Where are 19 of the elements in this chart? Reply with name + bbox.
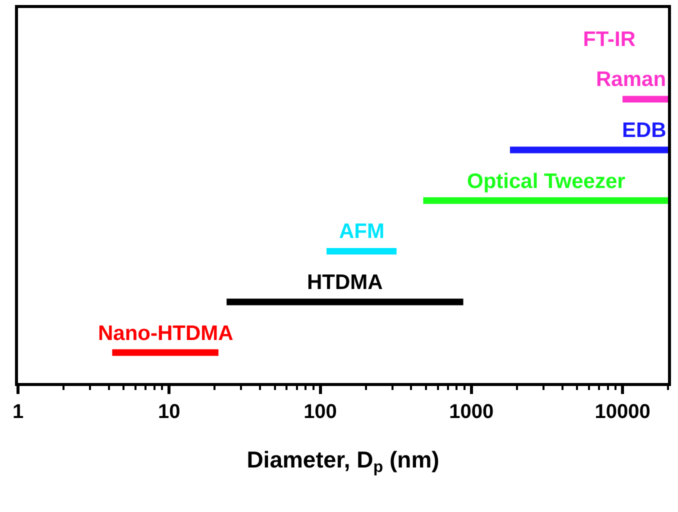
y-tick-label: AFM [339,220,384,243]
x-tick-label: 1000 [449,400,494,423]
y-tick-label: FT-IR [583,28,636,51]
bar [112,349,218,356]
x-tick-label: 10000 [594,400,650,423]
y-tick-label: EDB [622,119,666,142]
y-tick-label: Nano-HTDMA [98,322,234,345]
x-tick-label: 100 [304,400,337,423]
bar [423,197,668,204]
x-tick-label: 10 [158,400,180,423]
y-tick-label: Optical Tweezer [467,170,626,193]
y-tick-label: Raman [596,68,666,91]
bar [622,96,668,103]
y-tick-label: HTDMA [307,271,383,294]
bar [326,248,397,255]
x-tick-label: 1 [12,400,24,423]
bar [510,146,668,154]
bar [226,298,464,306]
x-axis-title: Diameter, D$_{p}$ (nm) [246,446,440,476]
